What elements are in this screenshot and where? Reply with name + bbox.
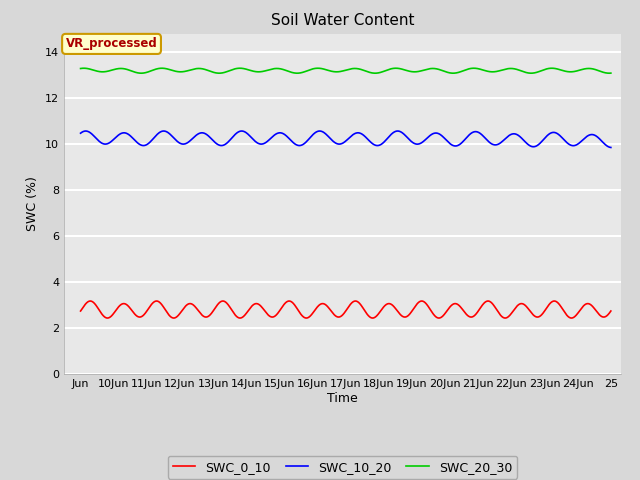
Y-axis label: SWC (%): SWC (%) — [26, 177, 40, 231]
X-axis label: Time: Time — [327, 392, 358, 405]
Line: SWC_20_30: SWC_20_30 — [81, 68, 611, 73]
SWC_0_10 — [335, 314, 342, 320]
SWC_0_10 — [607, 308, 614, 314]
SWC_20_30 — [335, 69, 342, 74]
SWC_20_30 — [77, 66, 84, 72]
SWC_10_20 — [77, 130, 84, 136]
SWC_20_30 — [494, 68, 502, 74]
SWC_20_30 — [592, 67, 600, 72]
SWC_20_30 — [607, 70, 614, 76]
SWC_10_20 — [394, 128, 401, 134]
SWC_10_20 — [321, 130, 328, 136]
SWC_20_30 — [591, 67, 599, 72]
SWC_10_20 — [607, 144, 614, 150]
SWC_0_10 — [592, 308, 600, 313]
SWC_20_30 — [104, 68, 111, 74]
SWC_0_10 — [495, 310, 502, 316]
SWC_0_10 — [77, 308, 84, 314]
SWC_10_20 — [495, 141, 502, 147]
SWC_0_10 — [104, 315, 111, 321]
SWC_10_20 — [104, 141, 111, 146]
Line: SWC_0_10: SWC_0_10 — [81, 301, 611, 318]
SWC_0_10 — [592, 307, 600, 313]
Text: VR_processed: VR_processed — [66, 37, 157, 50]
SWC_0_10 — [303, 315, 310, 321]
SWC_20_30 — [321, 66, 328, 72]
SWC_10_20 — [592, 133, 600, 139]
Legend: SWC_0_10, SWC_10_20, SWC_20_30: SWC_0_10, SWC_10_20, SWC_20_30 — [168, 456, 517, 479]
SWC_0_10 — [321, 301, 328, 307]
SWC_20_30 — [548, 65, 556, 71]
SWC_10_20 — [591, 133, 599, 139]
SWC_10_20 — [335, 141, 342, 147]
SWC_0_10 — [418, 298, 426, 304]
Title: Soil Water Content: Soil Water Content — [271, 13, 414, 28]
SWC_20_30 — [605, 70, 613, 76]
Line: SWC_10_20: SWC_10_20 — [81, 131, 611, 147]
